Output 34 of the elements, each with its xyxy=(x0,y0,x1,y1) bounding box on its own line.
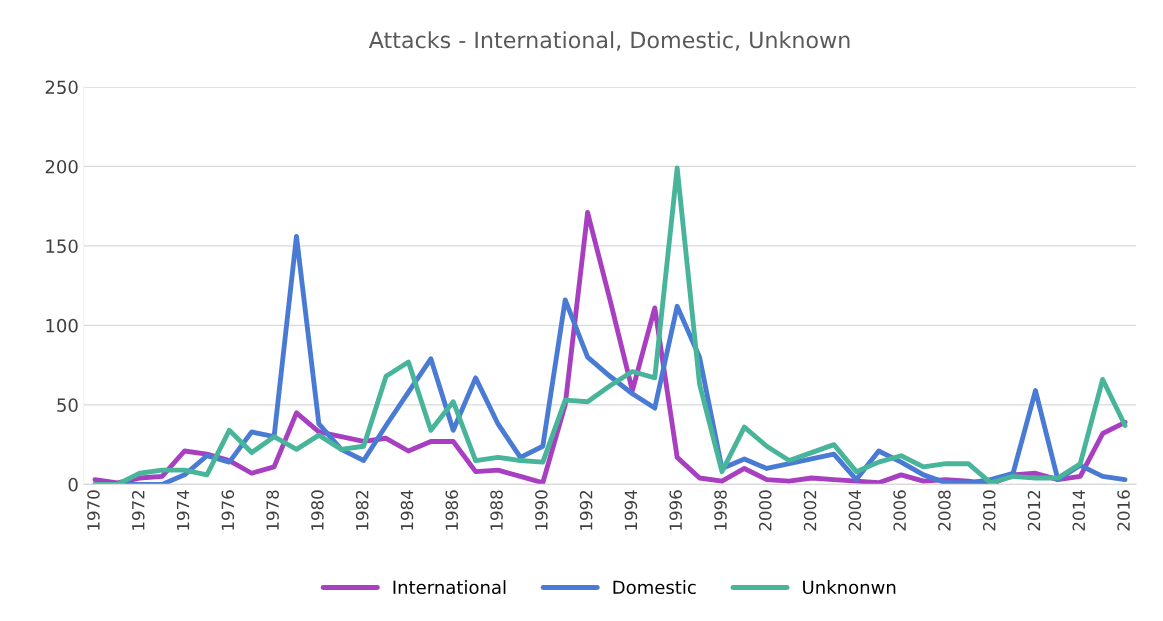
x-tick-label: 1978 xyxy=(266,490,279,530)
x-tick-label: 1988 xyxy=(490,490,503,530)
x-tick-label: 1996 xyxy=(669,490,683,530)
y-tick-label: 50 xyxy=(57,398,78,413)
x-tick-label: 1980 xyxy=(311,490,324,530)
x-tick-label: 1986 xyxy=(445,490,459,530)
x-tick-label: 2002 xyxy=(803,490,817,531)
x-tick-label: 1984 xyxy=(400,490,414,530)
x-tick-label: 1970 xyxy=(87,490,100,530)
x-tick-label: 2008 xyxy=(938,490,951,531)
x-tick-label: 2016 xyxy=(1117,490,1130,531)
legend-label: Unknonwn xyxy=(803,580,896,595)
x-tick-label: 1992 xyxy=(579,490,593,530)
y-tick-label: 250 xyxy=(45,80,78,95)
legend-label: International xyxy=(393,580,506,595)
x-tick-label: 2004 xyxy=(848,490,862,531)
x-tick-label: 1972 xyxy=(131,490,145,530)
x-tick-label: 1998 xyxy=(714,490,727,530)
x-tick-label: 1974 xyxy=(176,490,190,530)
y-tick-label: 100 xyxy=(46,318,78,333)
chart-title: Attacks - International, Domestic, Unknown xyxy=(368,31,850,51)
y-tick-label: 200 xyxy=(45,159,78,174)
y-tick-label: 0 xyxy=(68,477,78,492)
x-tick-label: 1976 xyxy=(221,490,235,530)
x-tick-label: 1982 xyxy=(355,490,369,530)
legend-label: Domestic xyxy=(613,580,696,595)
x-tick-label: 1990 xyxy=(535,490,548,530)
x-tick-label: 1994 xyxy=(624,490,638,530)
x-tick-label: 2000 xyxy=(758,490,772,531)
x-tick-label: 2014 xyxy=(1072,490,1086,531)
x-tick-label: 2006 xyxy=(893,490,906,531)
x-tick-label: 2012 xyxy=(1027,490,1041,531)
y-tick-label: 150 xyxy=(46,239,78,254)
x-tick-label: 2010 xyxy=(982,490,996,531)
